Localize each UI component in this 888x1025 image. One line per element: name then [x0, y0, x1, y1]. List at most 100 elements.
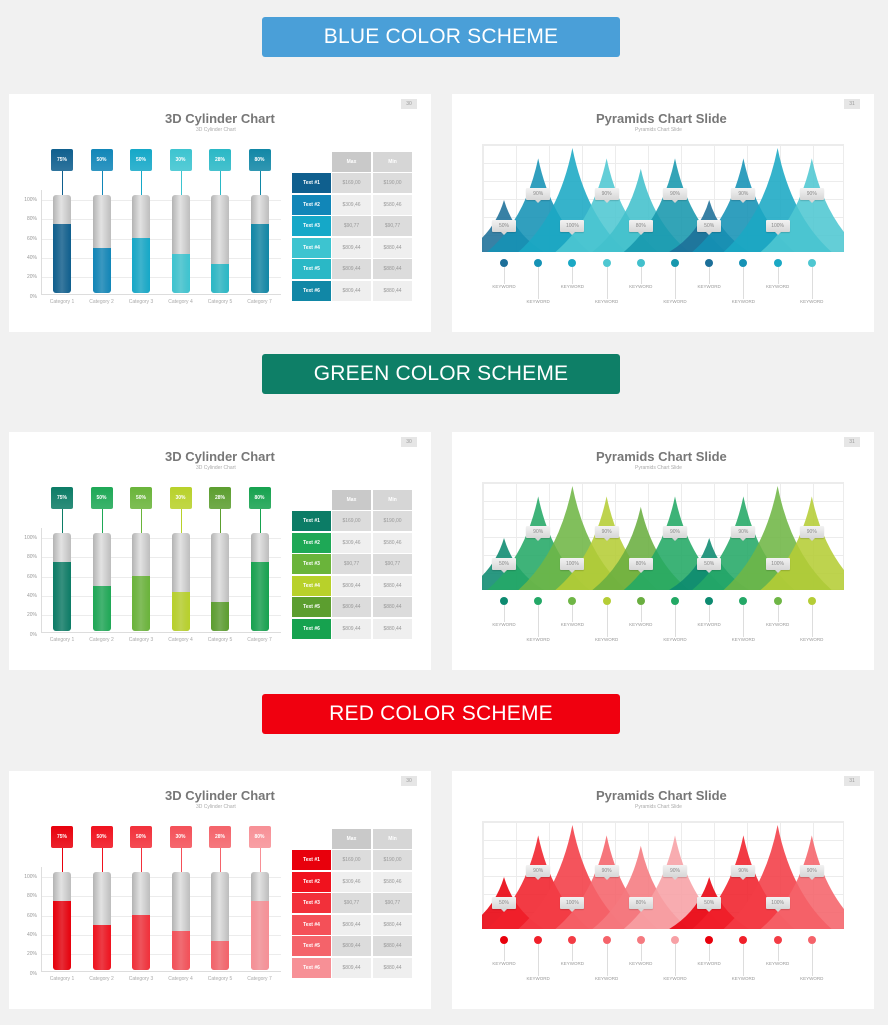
badge-connector [180, 848, 182, 873]
cylinder-bar[interactable] [132, 872, 150, 970]
table-row-label: Text #1 [292, 511, 331, 531]
slide-subtitle: Pyramids Chart Slide [635, 465, 682, 471]
keyword-marker-dot[interactable] [739, 597, 748, 605]
pyramid-value-label: 90% [663, 188, 687, 203]
keyword-label: KEYWORD [663, 299, 687, 304]
keyword-marker-dot[interactable] [568, 259, 577, 267]
table-row-label: Text #2 [292, 532, 331, 553]
cylinder-bar[interactable] [92, 533, 111, 631]
cylinder-bar[interactable] [171, 872, 190, 970]
keyword-connector [504, 944, 505, 961]
badge-connector [220, 848, 221, 873]
keyword-marker-dot[interactable] [773, 259, 782, 267]
table-cell: $90,77 [332, 893, 371, 913]
cylinder-bar[interactable] [250, 872, 269, 970]
keyword-marker-dot[interactable] [807, 597, 816, 605]
badge-connector [62, 848, 63, 873]
table-row-label: Text #6 [292, 280, 331, 301]
cylinder-bar[interactable] [211, 872, 229, 970]
keyword-marker-dot[interactable] [602, 259, 611, 267]
keyword-label: KEYWORD [731, 637, 756, 642]
keyword-marker-dot[interactable] [807, 259, 816, 267]
pyramid-peak[interactable] [760, 158, 844, 252]
badge-connector [101, 848, 103, 873]
keyword-label: KEYWORD [560, 284, 585, 289]
pyramid-peak[interactable] [760, 496, 844, 590]
pyramid-chart-slide[interactable]: 31 Pyramids Chart Slide Pyramids Chart Sli… [452, 94, 874, 332]
cylinder-bar[interactable] [92, 872, 111, 970]
cylinder-fill [171, 253, 190, 293]
keyword-marker-dot[interactable] [500, 597, 508, 605]
badge-connector [141, 848, 142, 873]
slide-title: 3D Cylinder Chart [165, 449, 275, 464]
keyword-marker-dot[interactable] [671, 597, 679, 605]
cylinder-bar[interactable] [92, 195, 111, 293]
keyword-label: KEYWORD [560, 622, 585, 627]
value-badge: 80% [248, 487, 271, 509]
badge-connector [101, 509, 103, 534]
gridline [42, 915, 281, 917]
keyword-marker-dot[interactable] [807, 936, 816, 944]
keyword-label: KEYWORD [629, 622, 653, 627]
pyramid-value-label: 90% [526, 865, 551, 880]
category-label: Category 7 [247, 637, 272, 643]
cylinder-chart-slide[interactable]: 30 3D Cylinder Chart 3D Cylinder Chart 100%… [9, 94, 431, 332]
keyword-marker-dot[interactable] [671, 936, 679, 944]
keyword-marker-dot[interactable] [534, 597, 543, 605]
keyword-connector [538, 944, 540, 976]
pyramid-peak[interactable] [760, 835, 844, 929]
cylinder-bar[interactable] [211, 533, 229, 631]
cylinder-bar[interactable] [132, 533, 150, 631]
table-header: Max [332, 829, 371, 849]
keyword-marker-dot[interactable] [636, 597, 645, 605]
category-label: Category 2 [89, 976, 114, 982]
keyword-marker-dot[interactable] [568, 597, 577, 605]
pyramid-chart-slide[interactable]: 31 Pyramids Chart Slide Pyramids Chart Sli… [452, 432, 874, 670]
cylinder-chart-slide[interactable]: 30 3D Cylinder Chart 3D Cylinder Chart 100%… [9, 432, 431, 670]
keyword-marker-dot[interactable] [568, 936, 577, 944]
cylinder-bar[interactable] [171, 195, 190, 293]
cylinder-bar[interactable] [132, 195, 150, 293]
keyword-marker-dot[interactable] [500, 259, 508, 267]
keyword-marker-dot[interactable] [500, 936, 508, 944]
table-row-label: Text #5 [292, 936, 331, 956]
keyword-marker-dot[interactable] [636, 259, 645, 267]
keyword-marker-dot[interactable] [705, 936, 714, 944]
keyword-marker-dot[interactable] [671, 259, 679, 267]
keyword-marker-dot[interactable] [705, 259, 714, 267]
keyword-marker-dot[interactable] [602, 597, 611, 605]
category-label: Category 7 [247, 976, 272, 982]
cylinder-bar[interactable] [171, 533, 190, 631]
pyramid-plot-area: 50% 90% 100% 90% 80% 90% 50% 90% 100% 90% [482, 144, 844, 256]
keyword-marker-dot[interactable] [636, 936, 645, 944]
cylinder-bar[interactable] [250, 195, 269, 293]
keyword-marker-dot[interactable] [602, 936, 611, 944]
value-badge: 28% [209, 826, 231, 848]
cylinder-fill [53, 224, 71, 293]
cylinder-bar[interactable] [53, 872, 71, 970]
cylinder-bar[interactable] [211, 195, 229, 293]
cylinder-plot-area [41, 867, 281, 972]
keyword-marker-dot[interactable] [739, 259, 748, 267]
keyword-marker-dot[interactable] [773, 597, 782, 605]
slide-number: 31 [844, 437, 860, 447]
cylinder-bar[interactable] [53, 195, 71, 293]
keyword-marker-dot[interactable] [705, 597, 714, 605]
cylinder-bar[interactable] [53, 533, 71, 631]
table-cell: $580,46 [373, 871, 412, 892]
cylinder-bar[interactable] [250, 533, 269, 631]
pyramid-value-label: 90% [731, 188, 756, 203]
value-badge: 30% [169, 826, 192, 848]
slide-title: Pyramids Chart Slide [596, 788, 727, 803]
cylinder-fill [92, 585, 111, 631]
keyword-marker-dot[interactable] [534, 259, 543, 267]
keyword-marker-dot[interactable] [739, 936, 748, 944]
cylinder-chart-slide[interactable]: 30 3D Cylinder Chart 3D Cylinder Chart 100%… [9, 771, 431, 1009]
pyramid-chart-slide[interactable]: 31 Pyramids Chart Slide Pyramids Chart Sli… [452, 771, 874, 1009]
slide-title: 3D Cylinder Chart [165, 788, 275, 803]
y-axis-tick: 100% [24, 874, 37, 880]
badge-connector [62, 509, 63, 534]
keyword-label: KEYWORD [765, 284, 790, 289]
keyword-marker-dot[interactable] [534, 936, 543, 944]
keyword-marker-dot[interactable] [773, 936, 782, 944]
